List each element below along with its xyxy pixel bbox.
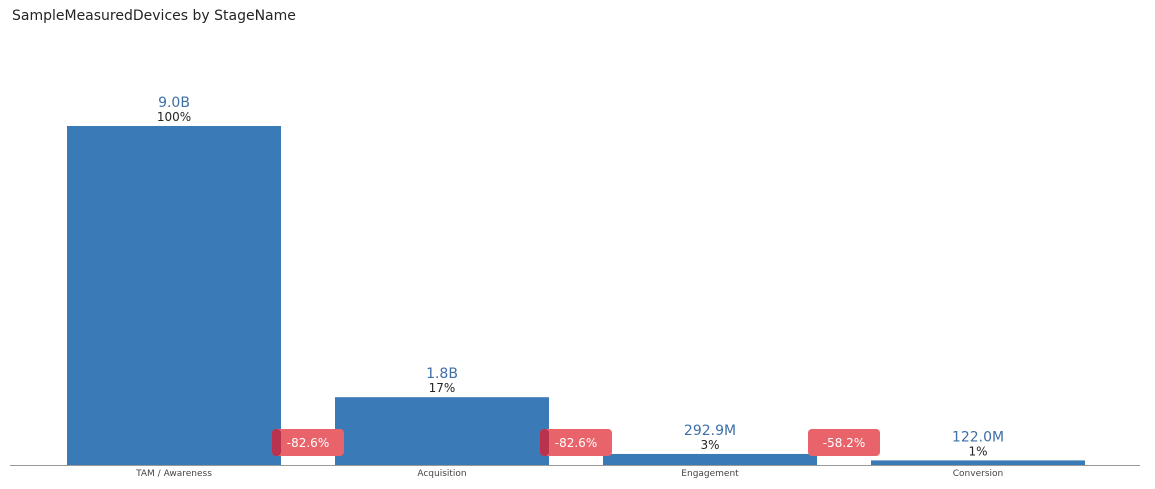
bar-3[interactable]	[871, 460, 1085, 465]
percent-label-2: 3%	[700, 438, 719, 452]
percent-label-3: 1%	[968, 444, 987, 458]
percent-label-0: 100%	[157, 110, 191, 124]
value-label-2: 292.9M	[684, 423, 736, 439]
change-badge-0	[272, 429, 344, 456]
change-badge-2	[808, 429, 880, 456]
change-label-2: -58.2%	[823, 436, 865, 450]
value-label-3: 122.0M	[952, 429, 1004, 445]
bar-2[interactable]	[603, 453, 817, 465]
category-label-0: TAM / Awareness	[135, 469, 212, 479]
change-badge-1	[540, 429, 612, 456]
value-label-0: 9.0B	[158, 95, 190, 111]
value-label-1: 1.8B	[426, 366, 458, 382]
change-label-1: -82.6%	[555, 436, 597, 450]
category-label-3: Conversion	[953, 469, 1003, 479]
bar-1[interactable]	[335, 397, 549, 465]
change-badge-overlap-1	[540, 429, 549, 456]
category-label-2: Engagement	[681, 469, 739, 479]
change-badge-overlap-0	[272, 429, 281, 456]
change-label-0: -82.6%	[287, 436, 329, 450]
category-label-1: Acquisition	[417, 469, 466, 479]
percent-label-1: 17%	[429, 381, 456, 395]
bar-0[interactable]	[67, 126, 281, 465]
chart-title: SampleMeasuredDevices by StageName	[12, 8, 296, 24]
